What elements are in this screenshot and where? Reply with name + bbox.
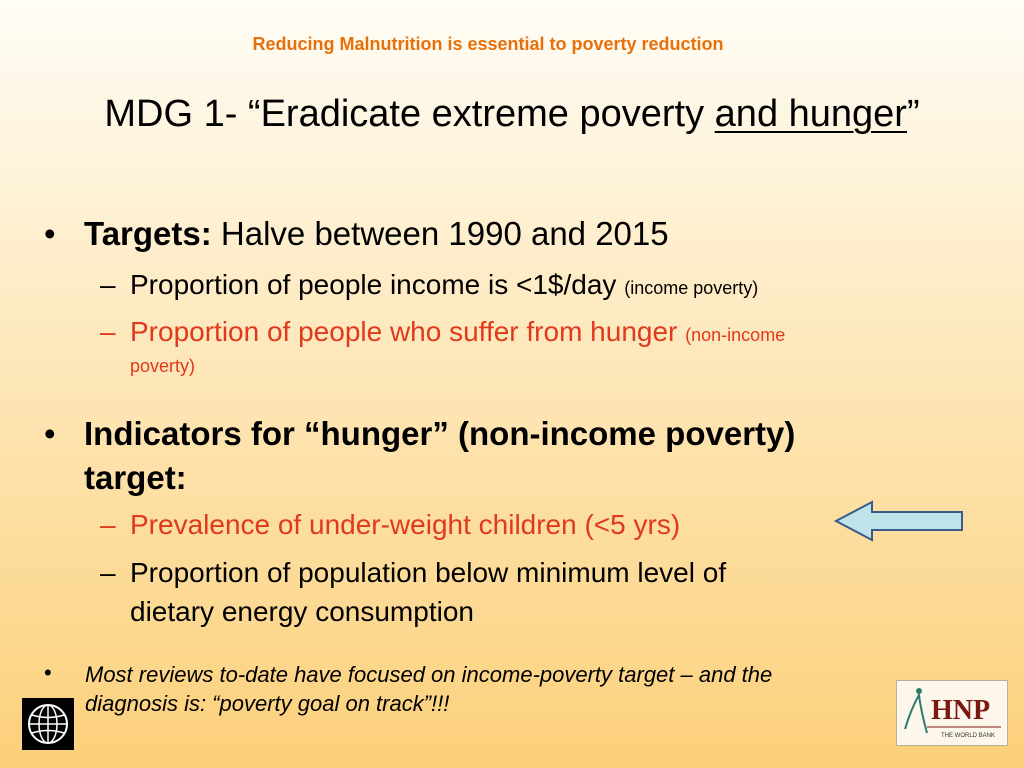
indicators-line-1: Indicators for “hunger” (non-income pove… [84, 415, 796, 452]
sub-bullet-hunger-text: Proportion of people who suffer from hun… [130, 316, 785, 348]
dash: – [100, 269, 116, 300]
hunger-note-1: (non-income [685, 325, 786, 345]
targets-label: Targets: [84, 215, 212, 252]
note-line-1: Most reviews to-date have focused on inc… [85, 662, 773, 687]
bullet-targets-text: Targets: Halve between 1990 and 2015 [84, 215, 669, 253]
underweight-text: Prevalence of under-weight children (<5 … [130, 509, 681, 540]
hunger-note-2: poverty) [130, 356, 196, 376]
title-end: ” [906, 93, 920, 135]
left-arrow-icon [834, 500, 963, 542]
note-line-2: diagnosis is: “poverty goal on track”!!! [85, 691, 450, 716]
dietary-line-1: Proportion of population below minimum l… [130, 557, 727, 588]
title-plain: MDG 1- “Eradicate extreme poverty [104, 93, 715, 135]
hunger-text: Proportion of people who suffer from hun… [130, 316, 686, 347]
note-text: Most reviews to-date have focused on inc… [85, 660, 965, 718]
hnp-logo-text: HNP [931, 695, 990, 726]
title-underlined: and hunger [714, 93, 907, 135]
indicators-line-2: target: [84, 459, 187, 496]
world-bank-globe-logo [22, 698, 74, 750]
bullet-dot: • [44, 415, 56, 452]
globe-icon [28, 704, 68, 744]
hnp-figure-icon: HNP THE WORLD BANK [904, 688, 1001, 739]
income-note: (income poverty) [624, 278, 759, 298]
bullet-dot: • [44, 660, 52, 685]
dietary-line-2: dietary energy consumption [130, 596, 474, 627]
hnp-logo: HNP THE WORLD BANK [896, 680, 1008, 746]
hnp-logo-bank: THE WORLD BANK [941, 733, 995, 739]
dash: – [100, 557, 116, 588]
dash: – [100, 316, 116, 347]
income-text: Proportion of people income is <1$/day [130, 269, 625, 300]
targets-text: Halve between 1990 and 2015 [211, 215, 669, 252]
bullet-dot: • [44, 215, 56, 252]
slide-title: MDG 1- “Eradicate extreme poverty and hu… [0, 93, 1024, 136]
slide-subtitle: Reducing Malnutrition is essential to po… [252, 34, 724, 54]
dash: – [100, 509, 116, 540]
sub-bullet-income-text: Proportion of people income is <1$/day (… [130, 269, 758, 301]
